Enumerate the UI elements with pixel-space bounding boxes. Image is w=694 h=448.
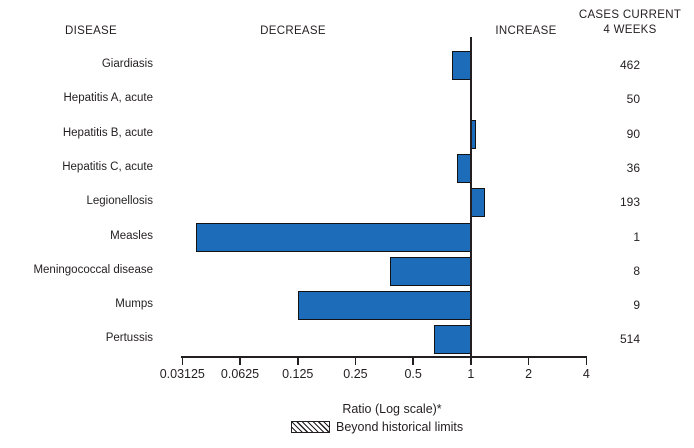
disease-label: Legionellosis xyxy=(86,195,154,208)
cases-value: 1 xyxy=(633,229,640,244)
x-axis-tick xyxy=(585,358,588,365)
x-axis-tick xyxy=(296,358,299,365)
x-axis-tick-label: 1 xyxy=(467,367,475,381)
cases-value: 193 xyxy=(619,195,640,210)
x-axis-tick-label: 0.0625 xyxy=(220,367,260,381)
column-header-decrease: DECREASE xyxy=(260,25,326,37)
x-axis-tick-label: 4 xyxy=(582,367,590,381)
x-axis-tick-label: 0.03125 xyxy=(159,367,205,381)
x-axis-tick-label: 0.25 xyxy=(343,367,368,381)
column-header-disease: DISEASE xyxy=(65,25,117,37)
disease-label: Giardiasis xyxy=(101,58,153,70)
column-header-increase: INCREASE xyxy=(495,25,557,37)
ratio-bar-decrease xyxy=(452,51,471,80)
disease-label: Hepatitis A, acute xyxy=(63,92,154,105)
cases-value: 50 xyxy=(626,92,640,107)
cases-value: 514 xyxy=(619,332,640,347)
ratio-bar-increase xyxy=(470,188,485,218)
cases-value: 8 xyxy=(633,263,640,278)
ratio-bar-decrease xyxy=(196,222,471,252)
ratio-bar-decrease xyxy=(297,291,471,321)
cases-value: 36 xyxy=(626,160,640,175)
disease-label: Mumps xyxy=(115,298,153,311)
disease-label: Pertussis xyxy=(105,332,153,345)
column-header-cases-line1: CASES CURRENT xyxy=(578,9,682,21)
cases-value: 90 xyxy=(626,126,640,141)
cases-value: 9 xyxy=(633,298,640,313)
legend-label: Beyond historical limits xyxy=(336,420,464,434)
x-axis-tick xyxy=(470,358,472,365)
legend: Beyond historical limits xyxy=(291,420,463,434)
x-axis-tick-label: 0.5 xyxy=(404,367,422,381)
beyond-historical-limits-hatch-swatch xyxy=(291,421,330,433)
column-header-cases-line2: 4 WEEKS xyxy=(603,24,657,36)
column-header-cases: CASES CURRENT 4 WEEKS xyxy=(579,8,681,38)
x-axis-tick xyxy=(412,358,414,365)
disease-label: Measles xyxy=(110,229,153,242)
x-axis-tick-label: 0.125 xyxy=(282,367,314,381)
x-axis-tick xyxy=(527,358,530,365)
x-axis-tick xyxy=(239,358,241,365)
x-axis-label: Ratio (Log scale)* xyxy=(342,402,442,416)
baseline-ratio-1-line xyxy=(469,37,472,357)
disease-label: Meningococcal disease xyxy=(33,263,153,276)
disease-label: Hepatitis B, acute xyxy=(62,126,153,139)
x-axis-tick-label: 2 xyxy=(525,367,533,381)
cases-value: 462 xyxy=(619,58,640,72)
x-axis-line xyxy=(181,356,587,358)
disease-label: Hepatitis C, acute xyxy=(62,160,153,173)
ratio-bar-decrease xyxy=(433,325,471,355)
x-axis-tick xyxy=(181,358,184,365)
x-axis-tick xyxy=(354,358,357,365)
ratio-bar-decrease xyxy=(390,256,471,286)
